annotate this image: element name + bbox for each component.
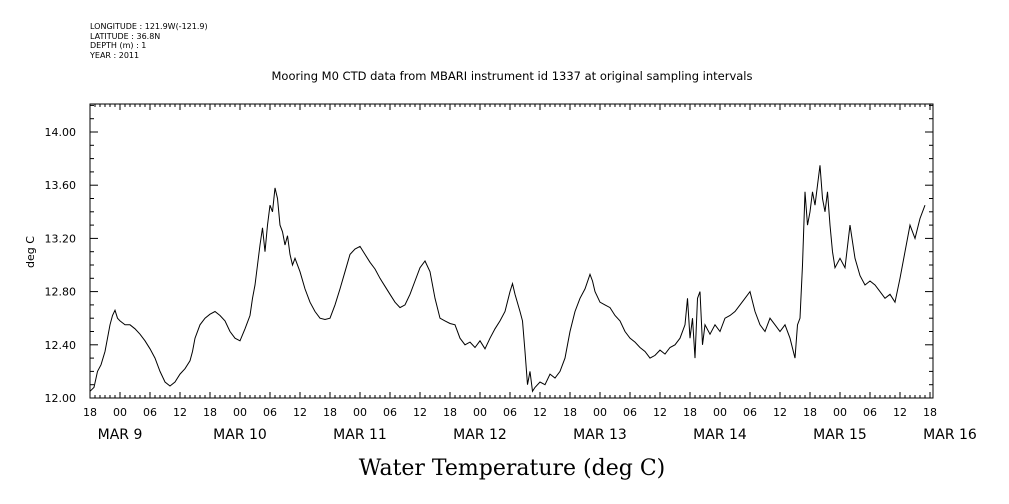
x-hour-tick-label: 18: [203, 406, 217, 419]
x-axis-title: Water Temperature (deg C): [359, 456, 666, 481]
x-day-label: MAR 15: [813, 427, 867, 443]
x-hour-tick-label: 00: [473, 406, 487, 419]
depth-text: DEPTH (m) : 1: [90, 41, 147, 50]
x-hour-tick-label: 18: [323, 406, 337, 419]
x-hour-tick-label: 06: [503, 406, 517, 419]
y-tick-label: 12.80: [45, 286, 77, 299]
axes: 18 00 06 12 18 00 06 12 18 00 06 12 18 00 06 12 18 00 06 12…: [45, 104, 977, 443]
x-hour-tick-label: 18: [443, 406, 457, 419]
x-hour-tick-label: 06: [263, 406, 277, 419]
x-hour-tick-label: 06: [143, 406, 157, 419]
x-hour-tick-label: 00: [713, 406, 727, 419]
x-hour-tick-label: 00: [113, 406, 127, 419]
y-axis-label: deg C: [24, 236, 37, 268]
chart-title: Mooring M0 CTD data from MBARI instrumen…: [272, 69, 753, 83]
x-hour-tick-label: 06: [863, 406, 877, 419]
x-hour-tick-label: 12: [293, 406, 307, 419]
plot-frame: [89, 103, 934, 399]
x-day-label: MAR 12: [453, 427, 507, 443]
x-hour-tick-label: 00: [233, 406, 247, 419]
x-hour-tick-label: 06: [743, 406, 757, 419]
temperature-line: [89, 165, 926, 393]
year-text: YEAR : 2011: [90, 50, 140, 60]
x-hour-tick-label: 12: [533, 406, 547, 419]
x-day-label: MAR 16: [923, 427, 977, 443]
x-hour-tick-label: 18: [803, 406, 817, 419]
x-hour-tick-label: 12: [173, 406, 187, 419]
x-hour-tick-label: 06: [623, 406, 637, 419]
x-hour-tick-label: 18: [563, 406, 577, 419]
x-hour-tick-label: 18: [83, 406, 97, 419]
x-hour-tick-label: 12: [653, 406, 667, 419]
x-hour-tick-label: 12: [413, 406, 427, 419]
x-hour-tick-label: 12: [773, 406, 787, 419]
x-day-label: MAR 13: [573, 427, 627, 443]
y-tick-label: 13.20: [45, 232, 77, 245]
x-hour-tick-label: 12: [893, 406, 907, 419]
y-tick-label: 13.60: [45, 179, 77, 192]
x-hour-tick-label: 00: [593, 406, 607, 419]
latitude-text: LATITUDE : 36.8N: [90, 31, 161, 41]
x-hour-tick-label: 06: [383, 406, 397, 419]
metadata-block: LONGITUDE : 121.9W(-121.9) LATITUDE : 36…: [90, 22, 208, 60]
x-day-label: MAR 9: [98, 427, 143, 443]
x-hour-tick-label: 18: [923, 406, 937, 419]
x-day-label: MAR 14: [693, 427, 747, 443]
longitude-text: LONGITUDE : 121.9W(-121.9): [90, 22, 208, 31]
x-hour-tick-label: 00: [833, 406, 847, 419]
x-day-label: MAR 11: [333, 427, 387, 443]
y-tick-label: 14.00: [45, 126, 77, 139]
y-tick-label: 12.00: [45, 392, 77, 405]
x-hour-tick-label: 18: [683, 406, 697, 419]
x-day-label: MAR 10: [213, 427, 267, 443]
y-tick-label: 12.40: [45, 339, 77, 352]
x-hour-tick-label: 00: [353, 406, 367, 419]
